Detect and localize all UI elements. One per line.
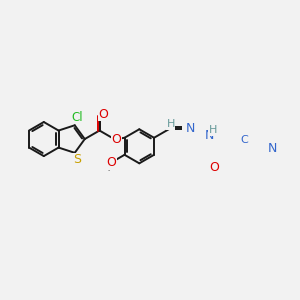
Text: S: S (73, 153, 81, 166)
Text: N: N (205, 129, 214, 142)
Text: N: N (268, 142, 277, 154)
Text: O: O (111, 133, 121, 146)
Text: N: N (185, 122, 195, 134)
Text: O: O (106, 156, 116, 169)
Text: Cl: Cl (72, 111, 83, 124)
Text: O: O (98, 108, 108, 121)
Text: H: H (208, 125, 217, 136)
Text: H: H (167, 119, 175, 129)
Text: C: C (240, 135, 248, 145)
Text: O: O (209, 161, 219, 174)
